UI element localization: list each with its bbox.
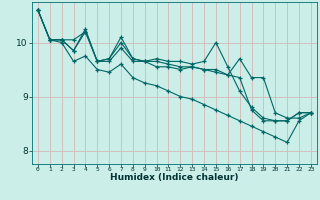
X-axis label: Humidex (Indice chaleur): Humidex (Indice chaleur) (110, 173, 239, 182)
